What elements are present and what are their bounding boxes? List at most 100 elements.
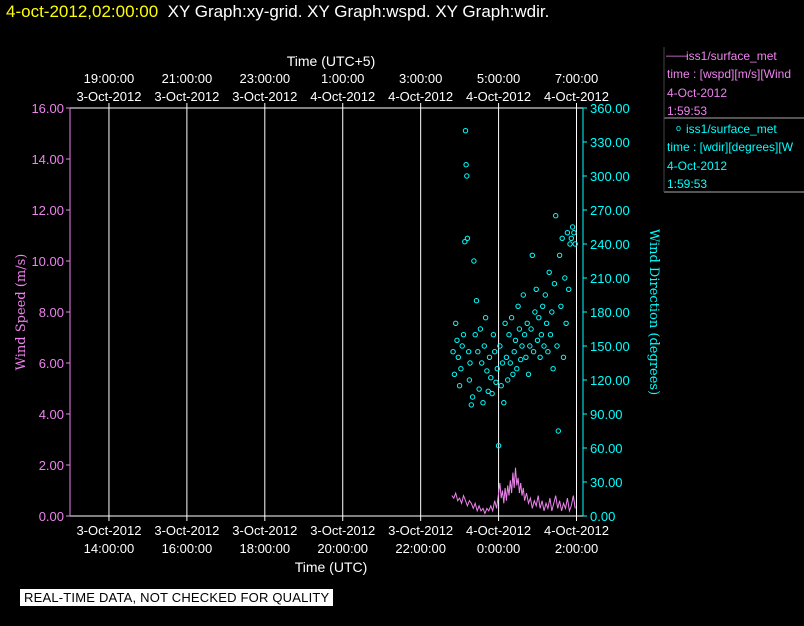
wind-speed-line — [451, 467, 576, 515]
wind-direction-point — [462, 128, 469, 134]
top-tick-label-date: 3-Oct-2012 — [232, 89, 297, 104]
wind-direction-axis: 0.00 30.00 60.00 90.00 120.00 150.00 180.00 210… — [583, 101, 630, 524]
wind-direction-point — [505, 377, 511, 383]
y-tick-label-right: 360.00 — [590, 101, 630, 116]
wind-direction-point — [541, 343, 547, 349]
y-tick-label-right: 180.00 — [590, 305, 630, 320]
wind-direction-point — [498, 383, 504, 389]
x-tick-label-date: 3-Oct-2012 — [154, 523, 219, 538]
y-tick-label-left: 4.00 — [39, 407, 64, 422]
wind-direction-point — [502, 320, 508, 326]
wind-direction-point — [501, 400, 507, 406]
y-tick-label-right: 270.00 — [590, 203, 630, 218]
wind-direction-point — [450, 349, 456, 355]
y-tick-label-left: 8.00 — [39, 305, 64, 320]
wind-direction-point — [464, 235, 471, 242]
wind-direction-point — [571, 230, 577, 236]
wind-direction-point — [534, 337, 541, 343]
header-graph-names: XY Graph:xy-grid. XY Graph:wspd. XY Grap… — [167, 2, 550, 21]
wind-direction-point — [469, 394, 476, 400]
wind-direction-point — [562, 275, 568, 281]
wind-direction-point — [560, 354, 567, 360]
y-tick-label-right: 30.00 — [590, 475, 623, 490]
wind-direction-point — [512, 337, 519, 343]
wind-direction-point — [515, 303, 521, 309]
wind-direction-point — [520, 292, 526, 298]
wind-direction-point — [555, 428, 561, 434]
wind-direction-point — [454, 337, 460, 343]
wind-direction-point — [540, 303, 546, 309]
wind-direction-point — [538, 332, 545, 338]
top-tick-label-time: 21:00:00 — [162, 71, 213, 86]
y-axis-title-left: Wind Speed (m/s) — [14, 254, 29, 371]
x-tick-label-time: 14:00:00 — [84, 541, 135, 556]
x-tick-label-date: 3-Oct-2012 — [232, 523, 297, 538]
x-tick-label-date: 4-Oct-2012 — [544, 523, 609, 538]
top-tick-label-date: 3-Oct-2012 — [76, 89, 141, 104]
series-layer — [450, 128, 578, 515]
y-tick-label-left: 0.00 — [39, 509, 64, 524]
top-tick-label-time: 1:00:00 — [321, 71, 364, 86]
wind-direction-point — [510, 371, 516, 377]
y-tick-label-left: 16.00 — [31, 101, 64, 116]
wind-direction-point — [533, 286, 539, 292]
wind-direction-point — [527, 343, 533, 349]
wind-direction-point — [495, 443, 502, 449]
top-tick-label-date: 4-Oct-2012 — [544, 89, 609, 104]
legend-wdir-symbol: o — [676, 123, 681, 133]
y-tick-label-left: 6.00 — [39, 356, 64, 371]
wind-direction-point — [482, 315, 489, 321]
legend-wdir-date: 4-Oct-2012 — [667, 159, 727, 173]
legend-wdir-variable: time : [wdir][degrees][W — [667, 140, 794, 154]
y-tick-label-right: 0.00 — [590, 509, 615, 524]
legend-wspd-source: iss1/surface_met — [686, 49, 777, 63]
wind-direction-point — [524, 320, 530, 326]
wind-direction-point — [514, 366, 520, 372]
wind-direction-point — [537, 354, 543, 360]
wind-direction-point — [471, 258, 477, 264]
top-tick-label-time: 19:00:00 — [84, 71, 135, 86]
y-tick-label-right: 300.00 — [590, 169, 630, 184]
wind-direction-point — [503, 354, 510, 360]
x-tick-label-time: 20:00:00 — [317, 541, 368, 556]
wind-direction-point — [506, 332, 512, 338]
wind-direction-point — [542, 292, 548, 298]
wind-direction-point — [468, 402, 474, 408]
top-axis-title: Time (UTC+5) — [287, 53, 376, 69]
wind-direction-point — [488, 375, 494, 381]
top-tick-label-time: 23:00:00 — [240, 71, 291, 86]
y-tick-label-left: 2.00 — [39, 458, 64, 473]
wind-direction-point — [485, 388, 491, 394]
wind-direction-point — [467, 360, 473, 366]
top-time-axis: 19:00:00 3-Oct-2012 21:00:00 3-Oct-2012 23:0… — [76, 71, 609, 108]
wind-direction-point — [529, 252, 535, 259]
wind-direction-point — [567, 241, 573, 247]
top-tick-label-date: 4-Oct-2012 — [466, 89, 531, 104]
wind-direction-point — [451, 371, 458, 377]
x-tick-label-time: 18:00:00 — [240, 541, 291, 556]
wind-direction-point — [536, 315, 542, 321]
y-tick-label-left: 12.00 — [31, 203, 64, 218]
wind-direction-point — [459, 343, 465, 349]
wind-direction-point — [551, 281, 558, 287]
top-tick-label-time: 3:00:00 — [399, 71, 442, 86]
graph-header: 4-oct-2012,02:00:00 XY Graph:xy-grid. XY… — [6, 2, 549, 22]
y-tick-label-right: 60.00 — [590, 441, 623, 456]
wind-direction-point — [479, 360, 485, 366]
wind-direction-point — [473, 298, 480, 304]
wind-direction-point — [550, 366, 556, 372]
wind-direction-point — [543, 320, 550, 326]
y-tick-label-right: 120.00 — [590, 373, 630, 388]
wind-direction-point — [497, 343, 503, 349]
wind-direction-point — [569, 224, 576, 230]
y-tick-label-left: 14.00 — [31, 152, 64, 167]
x-tick-label-date: 3-Oct-2012 — [388, 523, 453, 538]
plot-area — [69, 107, 584, 517]
wind-direction-point — [566, 286, 572, 292]
wind-direction-point — [572, 241, 578, 247]
legend: —— iss1/surface_met time : [wspd][m/s][W… — [663, 47, 804, 193]
legend-wspd-symbol: —— — [666, 50, 688, 62]
wind-direction-point — [547, 332, 554, 338]
top-tick-label-date: 3-Oct-2012 — [154, 89, 219, 104]
y-tick-label-right: 240.00 — [590, 237, 630, 252]
